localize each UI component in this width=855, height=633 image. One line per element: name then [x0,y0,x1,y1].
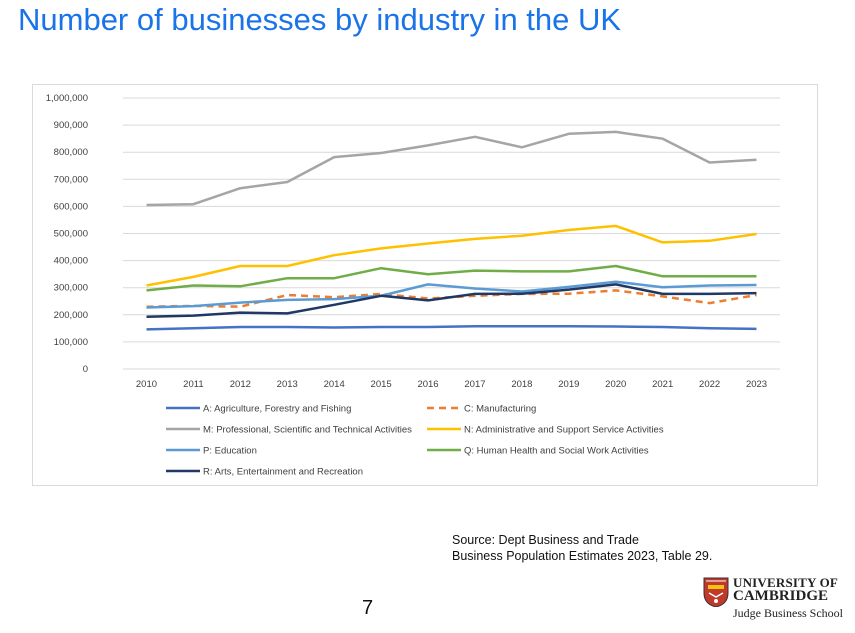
y-tick-label: 100,000 [54,337,88,348]
x-tick-label: 2013 [277,379,298,390]
chart-series-lines [146,130,757,331]
series-line [146,130,757,207]
legend-label: Q: Human Health and Social Work Activiti… [464,446,649,457]
series-line [146,283,757,318]
source-line-2: Business Population Estimates 2023, Tabl… [452,549,713,563]
series-line [146,280,757,309]
series-line [146,324,757,331]
x-tick-label: 2019 [558,379,579,390]
source-note: Source: Dept Business and Trade Business… [452,532,712,564]
y-tick-label: 900,000 [54,120,88,131]
cambridge-crest-icon [703,577,729,607]
x-tick-label: 2015 [371,379,392,390]
logo-line-2: CAMBRIDGE [733,588,829,604]
x-tick-label: 2016 [417,379,438,390]
y-tick-label: 500,000 [54,229,88,240]
page-number: 7 [362,597,374,619]
y-tick-label: 800,000 [54,147,88,158]
series-line [146,224,757,287]
y-tick-label: 1,000,000 [46,93,88,104]
legend-label: M: Professional, Scientific and Technica… [203,425,412,436]
x-tick-label: 2012 [230,379,251,390]
legend-label: A: Agriculture, Forestry and Fishing [203,404,351,415]
series-line [146,264,757,292]
slide-title: Number of businesses by industry in the … [18,2,622,37]
university-logo: UNIVERSITY OF CAMBRIDGE Judge Business S… [703,575,849,625]
y-tick-label: 0 [83,364,88,375]
y-axis-ticks: 0 100,000 200,000 300,000 400,000 500,000 600,… [46,93,88,375]
x-axis-ticks: 2010 2011 2012 2013 2014 2015 2016 2017 2018 2019… [136,379,767,390]
line-chart: 0 100,000 200,000 300,000 400,000 500,000 600,… [46,93,780,478]
x-tick-label: 2018 [511,379,532,390]
y-tick-label: 400,000 [54,256,88,267]
x-tick-label: 2023 [746,379,767,390]
x-tick-label: 2014 [324,379,345,390]
y-tick-label: 700,000 [54,174,88,185]
logo-line-3: Judge Business School [733,606,844,620]
logo-line-1: UNIVERSITY OF [733,575,839,590]
y-tick-label: 300,000 [54,283,88,294]
legend-label: N: Administrative and Support Service Ac… [464,425,664,436]
y-tick-label: 600,000 [54,201,88,212]
legend-label: P: Education [203,446,257,457]
chart-legend: A: Agriculture, Forestry and Fishing C: M… [166,404,664,478]
x-tick-label: 2020 [605,379,626,390]
x-tick-label: 2011 [183,379,203,390]
chart-area: 0 100,000 200,000 300,000 400,000 500,000 600,… [32,84,818,486]
x-tick-label: 2010 [136,379,157,390]
x-tick-label: 2017 [464,379,485,390]
x-tick-label: 2022 [699,379,720,390]
chart-gridlines [123,97,780,370]
source-line-1: Source: Dept Business and Trade [452,533,639,547]
legend-label: R: Arts, Entertainment and Recreation [203,467,363,478]
x-tick-label: 2021 [652,379,673,390]
y-tick-label: 200,000 [54,310,88,321]
legend-label: C: Manufacturing [464,404,536,415]
